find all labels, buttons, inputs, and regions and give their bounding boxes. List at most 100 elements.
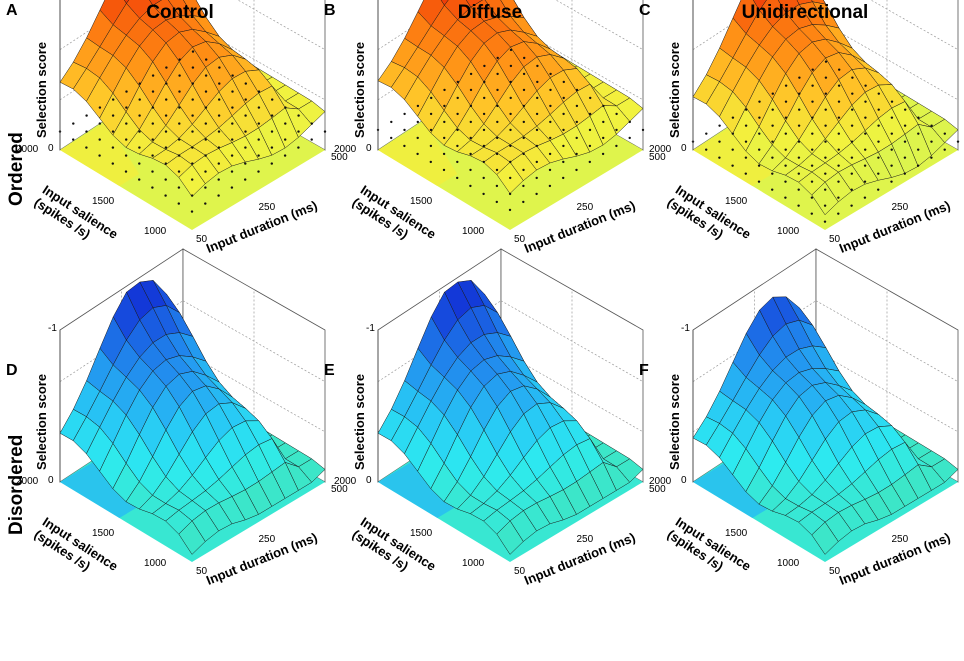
- data-point: [602, 104, 605, 108]
- data-point: [443, 120, 446, 124]
- data-point: [864, 100, 867, 103]
- data-point: [877, 172, 880, 175]
- y-tick-1000: 1000: [462, 226, 485, 237]
- z-tick-bottom: 0: [681, 475, 687, 486]
- data-point: [469, 152, 472, 156]
- data-point: [811, 100, 814, 103]
- panel-D: [59, 248, 326, 562]
- data-point: [257, 106, 261, 109]
- data-point: [837, 132, 840, 135]
- data-point: [164, 130, 168, 133]
- data-point: [588, 112, 592, 116]
- data-point: [496, 120, 499, 124]
- data-point: [230, 154, 234, 157]
- data-point: [390, 120, 393, 124]
- x-tick-500: 500: [331, 484, 348, 495]
- wall-gridline: [815, 350, 959, 433]
- data-point: [85, 146, 88, 149]
- data-point: [771, 188, 774, 191]
- panel-letter-A: A: [6, 2, 18, 19]
- data-point: [297, 130, 300, 133]
- data-point: [205, 58, 208, 61]
- data-point: [231, 138, 234, 141]
- x-tick-500: 500: [649, 484, 666, 495]
- data-point: [509, 80, 512, 84]
- y-tick-1500: 1500: [92, 196, 115, 207]
- data-point: [177, 202, 180, 205]
- data-point: [536, 64, 539, 68]
- wall-gridline: [500, 300, 644, 382]
- data-point: [191, 178, 194, 181]
- data-point: [930, 124, 933, 127]
- data-point: [784, 84, 788, 87]
- data-point: [164, 162, 167, 165]
- data-point: [151, 122, 154, 125]
- data-point: [810, 180, 814, 183]
- data-point: [204, 106, 208, 109]
- data-point: [191, 146, 194, 149]
- data-point: [257, 122, 260, 125]
- data-point: [744, 156, 748, 159]
- data-point: [850, 156, 854, 159]
- data-point: [744, 140, 748, 143]
- data-point: [823, 220, 827, 223]
- x-tick-50: 50: [196, 566, 208, 577]
- data-point: [72, 122, 75, 125]
- data-point: [443, 136, 446, 140]
- data-point: [177, 186, 181, 189]
- data-point: [588, 160, 591, 164]
- data-point: [509, 64, 513, 68]
- data-point: [705, 132, 708, 135]
- data-point: [917, 132, 920, 135]
- data-point: [758, 100, 761, 103]
- data-point: [851, 76, 854, 79]
- panel-B: [376, 0, 645, 230]
- wall-gridline: [500, 18, 644, 101]
- z-tick-bottom: 0: [366, 143, 372, 154]
- data-point: [469, 168, 472, 172]
- data-point: [536, 80, 539, 84]
- data-point: [125, 106, 128, 109]
- y-tick-2000: 2000: [649, 476, 672, 487]
- z-tick-top: -1: [48, 323, 57, 334]
- panel-letter-F: F: [639, 362, 649, 379]
- data-point: [549, 72, 552, 76]
- data-point: [784, 196, 787, 199]
- data-point: [125, 138, 128, 141]
- data-point: [890, 100, 894, 103]
- data-point: [482, 112, 486, 116]
- data-point: [890, 180, 893, 183]
- data-point: [548, 152, 552, 156]
- panel-letter-C: C: [639, 2, 651, 19]
- data-point: [824, 76, 828, 79]
- data-point: [784, 164, 787, 167]
- y-tick-1500: 1500: [92, 528, 115, 539]
- data-point: [877, 156, 880, 159]
- y-tick-1000: 1000: [777, 226, 800, 237]
- data-point: [270, 114, 274, 117]
- data-point: [469, 72, 473, 76]
- data-point: [151, 138, 154, 141]
- data-point: [138, 162, 141, 165]
- data-point: [877, 124, 880, 127]
- data-point: [204, 202, 207, 205]
- data-point: [838, 68, 841, 71]
- data-point: [509, 176, 512, 180]
- data-point: [496, 88, 499, 92]
- data-point: [522, 168, 525, 172]
- data-point: [403, 128, 406, 132]
- surface-patch: [178, 520, 206, 555]
- data-point: [864, 84, 867, 87]
- data-point: [562, 144, 565, 148]
- data-point: [890, 132, 893, 135]
- data-point: [850, 140, 854, 143]
- data-point: [890, 148, 893, 151]
- data-point: [244, 82, 247, 85]
- data-point: [138, 114, 141, 117]
- data-point: [589, 96, 592, 100]
- data-point: [284, 138, 287, 141]
- data-point: [771, 124, 774, 127]
- y-tick-1500: 1500: [725, 196, 748, 207]
- data-point: [824, 156, 827, 159]
- data-point: [757, 180, 761, 183]
